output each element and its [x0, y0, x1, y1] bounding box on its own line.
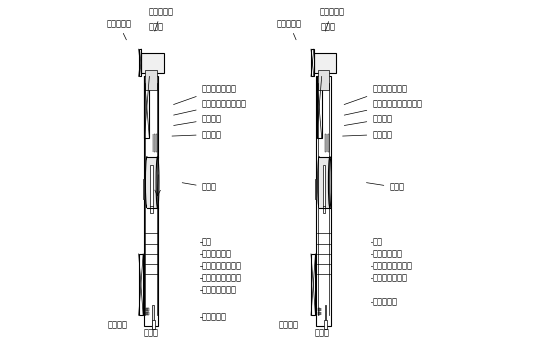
Text: 取付ボルト: 取付ボルト [202, 312, 227, 322]
Text: スタットボルト: スタットボルト [344, 84, 407, 105]
Bar [152, 305, 154, 329]
Text: ギャップ調整ライナー: ギャップ調整ライナー [344, 99, 422, 115]
Text: ギャップ調整用シム: ギャップ調整用シム [174, 99, 246, 115]
Bar [311, 49, 314, 76]
Text: エンドプレート: エンドプレート [202, 285, 236, 294]
Text: インナーディスク: インナーディスク [372, 261, 412, 270]
Text: コイル: コイル [144, 328, 158, 337]
Bar [316, 76, 331, 325]
Text: 六角ナット: 六角ナット [277, 19, 302, 40]
Text: 回転軸: 回転軸 [182, 183, 217, 192]
Bar [151, 165, 153, 213]
Bar [323, 165, 325, 213]
Text: インナーディスク: インナーディスク [202, 273, 241, 282]
Ellipse shape [156, 157, 159, 208]
Bar [152, 320, 155, 329]
Bar [147, 157, 157, 208]
Text: アーマチュア: アーマチュア [372, 249, 402, 258]
Text: 消音金具: 消音金具 [344, 115, 392, 126]
Text: アーマチュア: アーマチュア [202, 249, 232, 258]
Text: 六角ナット: 六角ナット [106, 19, 131, 40]
Bar [144, 76, 150, 138]
Text: 回転軸: 回転軸 [366, 183, 404, 192]
Text: 消音金具: 消音金具 [174, 115, 222, 126]
Bar [139, 49, 141, 76]
Text: カラー: カラー [321, 22, 336, 32]
Text: ハブ: ハブ [202, 237, 212, 246]
Ellipse shape [145, 157, 149, 208]
Bar [324, 320, 327, 329]
Text: ハブ: ハブ [372, 237, 382, 246]
Bar [318, 69, 329, 90]
Bar [325, 305, 327, 329]
FancyBboxPatch shape [314, 53, 336, 73]
Bar [144, 76, 158, 325]
Bar [143, 179, 144, 199]
Ellipse shape [318, 157, 321, 208]
Bar [139, 254, 143, 315]
Text: 制動バネ: 制動バネ [108, 320, 128, 329]
FancyBboxPatch shape [141, 53, 164, 73]
Ellipse shape [328, 157, 331, 208]
Bar [319, 157, 330, 208]
Text: エンドプレート: エンドプレート [372, 273, 407, 282]
Text: スタットボルト: スタットボルト [174, 84, 236, 105]
Text: 取付ボルト: 取付ボルト [372, 297, 397, 306]
Text: コイル: コイル [314, 328, 329, 337]
Bar [311, 254, 316, 315]
Text: カラー: カラー [148, 22, 164, 32]
Text: 制動バネ: 制動バネ [278, 320, 299, 329]
Text: フィールド: フィールド [148, 7, 174, 31]
Text: アウターディスク: アウターディスク [202, 261, 241, 270]
Text: 消音バネ: 消音バネ [172, 130, 222, 139]
Bar [317, 76, 322, 138]
Text: フィールド: フィールド [320, 7, 344, 31]
Text: 消音バネ: 消音バネ [343, 130, 392, 139]
Bar [145, 69, 157, 90]
